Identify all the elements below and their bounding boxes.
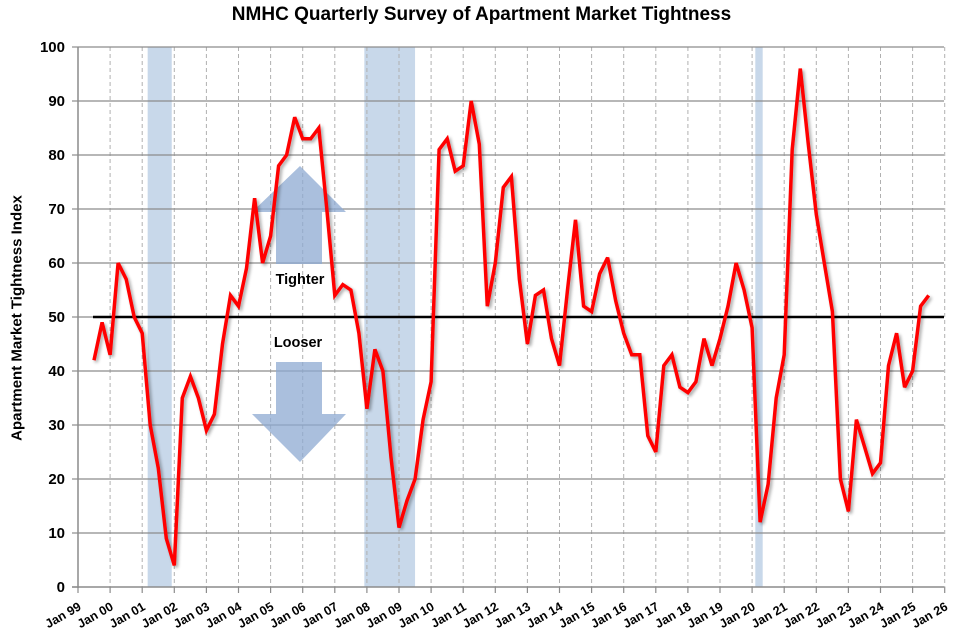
annotation-looser: Looser xyxy=(274,335,323,351)
y-tick-label: 0 xyxy=(57,579,65,596)
y-tick-label: 60 xyxy=(48,255,65,272)
y-tick-label: 90 xyxy=(48,93,65,110)
x-tick-label: Jan 26 xyxy=(909,599,950,630)
tightness-arrows: Tighter Looser xyxy=(252,166,346,462)
x-tick-label: Jan 25 xyxy=(877,599,918,630)
x-tick-label: Jan 17 xyxy=(621,599,662,630)
x-tick-label: Jan 10 xyxy=(396,599,437,630)
y-tick-label: 20 xyxy=(48,471,65,488)
y-tick-label: 40 xyxy=(48,363,65,380)
arrow-down-icon xyxy=(252,362,346,462)
x-tick-label: Jan 06 xyxy=(267,599,308,630)
chart-title: NMHC Quarterly Survey of Apartment Marke… xyxy=(231,4,732,25)
x-tick-label: Jan 15 xyxy=(556,599,597,630)
x-tick-label: Jan 02 xyxy=(139,599,180,630)
x-tick-label: Jan 03 xyxy=(171,599,212,630)
y-tick-label: 50 xyxy=(48,309,65,326)
x-tick-label: Jan 09 xyxy=(364,599,405,630)
x-tick-label: Jan 20 xyxy=(717,599,758,630)
annotation-tighter: Tighter xyxy=(276,272,325,288)
x-tick-label: Jan 01 xyxy=(107,599,148,630)
x-tick-label: Jan 22 xyxy=(781,599,822,630)
x-tick-label: Jan 23 xyxy=(813,599,854,630)
x-tick-label: Jan 12 xyxy=(460,599,501,630)
y-tick-label: 10 xyxy=(48,525,65,542)
axes xyxy=(72,46,946,593)
y-tick-label: 30 xyxy=(48,417,65,434)
x-tick-label: Jan 18 xyxy=(653,599,694,630)
x-tick-label: Jan 00 xyxy=(75,599,116,630)
y-tick-label: 70 xyxy=(48,201,65,218)
series-line xyxy=(92,68,931,566)
x-tick-label: Jan 99 xyxy=(43,599,84,630)
x-tick-label: Jan 14 xyxy=(524,599,565,630)
x-tick-label: Jan 07 xyxy=(300,599,341,630)
x-tick-label: Jan 19 xyxy=(685,599,726,630)
x-tick-label: Jan 24 xyxy=(845,599,886,630)
x-tick-label: Jan 13 xyxy=(492,599,533,630)
x-tick-label: Jan 21 xyxy=(749,599,790,630)
y-tick-label: 80 xyxy=(48,147,65,164)
x-tick-label: Jan 05 xyxy=(235,599,276,630)
x-tick-label: Jan 16 xyxy=(588,599,629,630)
x-tick-label: Jan 08 xyxy=(332,599,373,630)
y-tick-label: 100 xyxy=(40,39,65,56)
x-tick-label: Jan 04 xyxy=(203,599,244,630)
series-tightness-index xyxy=(92,68,931,566)
